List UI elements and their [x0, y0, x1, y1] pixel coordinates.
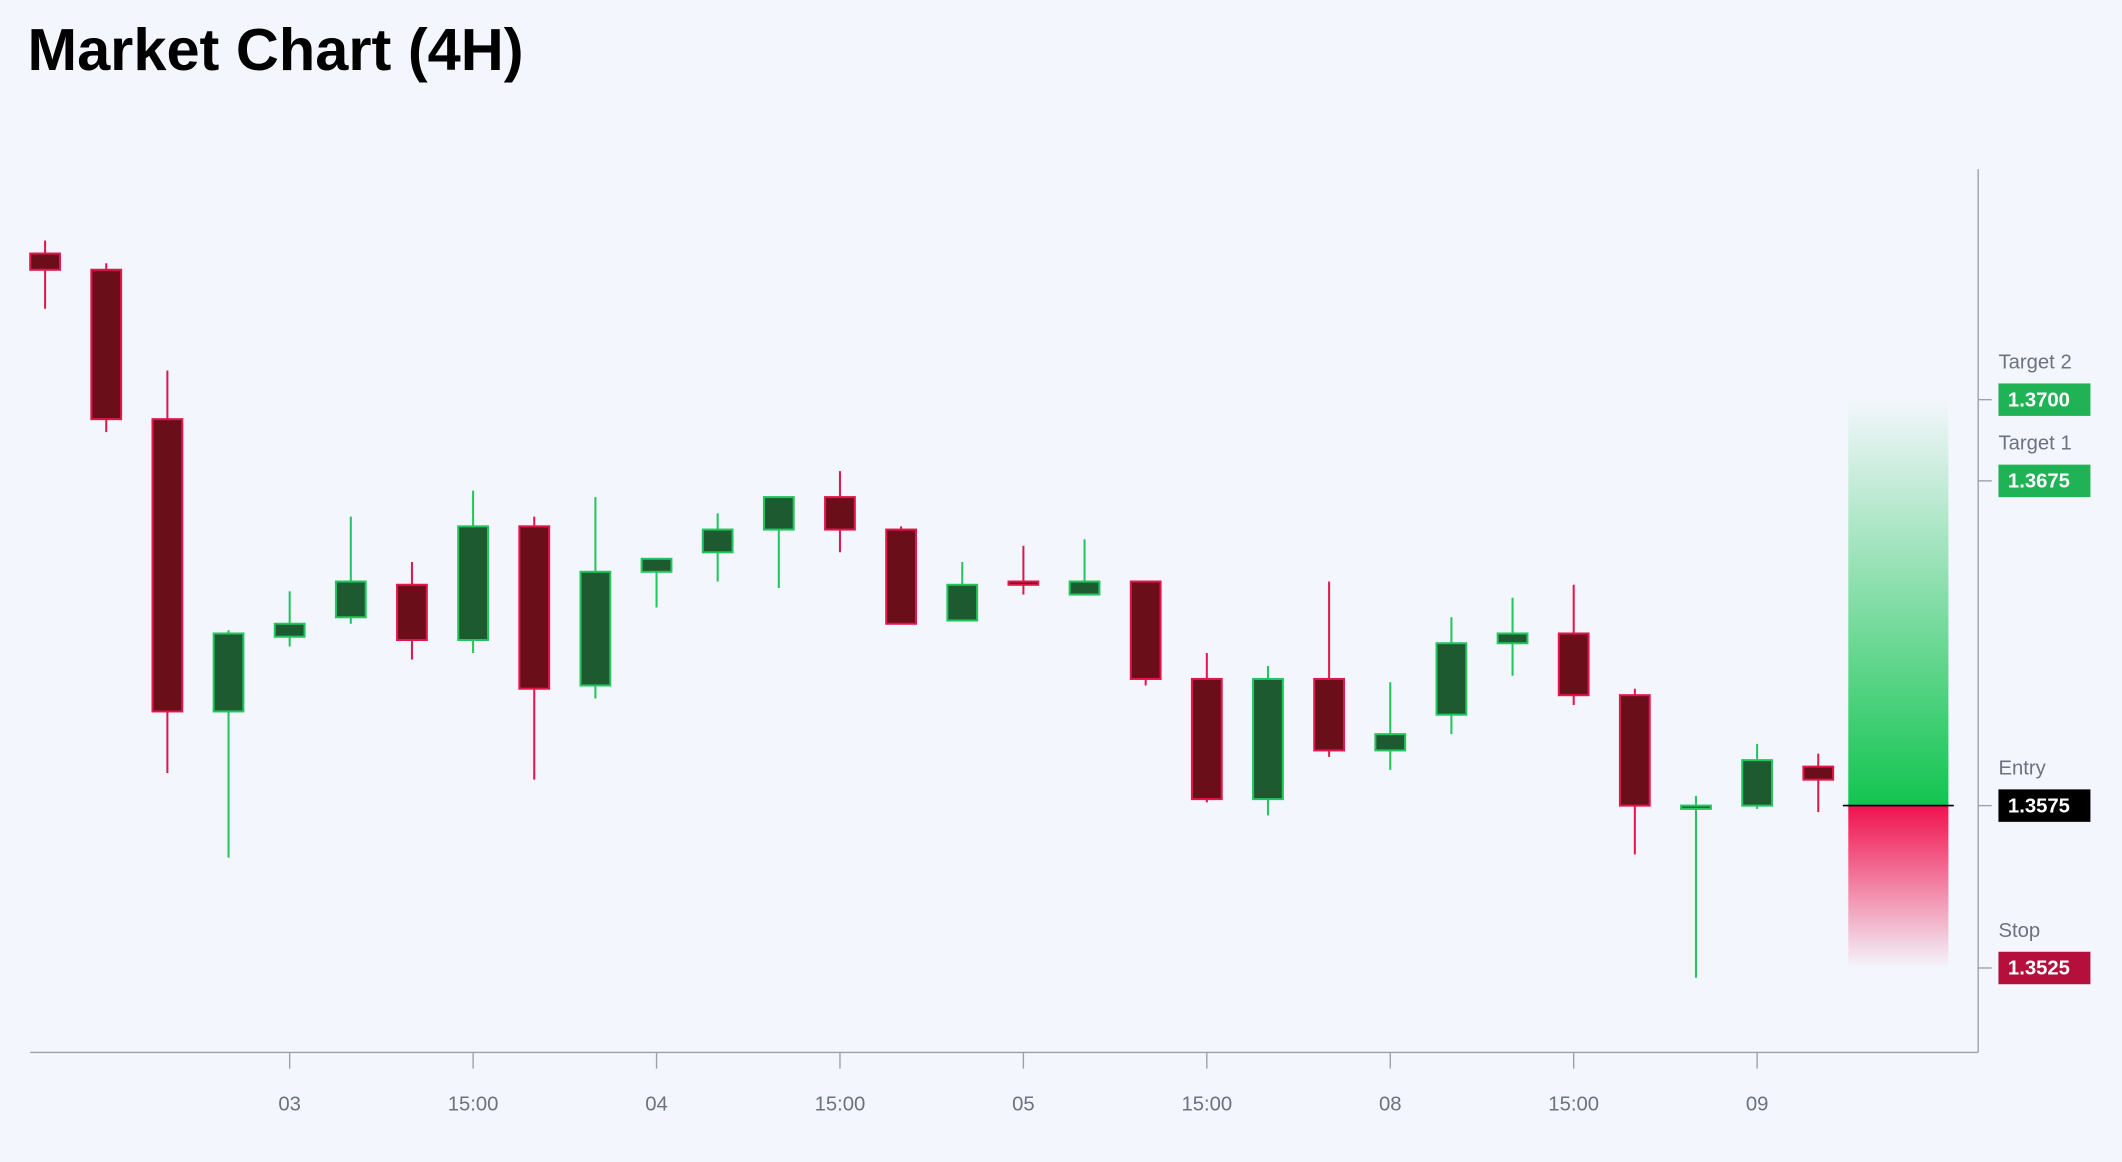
level-badge [1998, 383, 2091, 416]
x-tick-label: 15:00 [448, 1094, 499, 1116]
candle-body [1496, 632, 1529, 645]
level-name: Stop [1998, 920, 2040, 942]
loss-zone [1848, 805, 1949, 968]
candle-body [1374, 733, 1407, 752]
level-badge [1998, 464, 2091, 498]
x-tick-label: 03 [278, 1094, 301, 1116]
candle-body [1680, 804, 1712, 810]
candle-body [701, 528, 734, 554]
candle-body [1802, 765, 1835, 781]
x-tick-label: 05 [1012, 1094, 1035, 1116]
candle-body [334, 580, 367, 619]
candle-body [1557, 632, 1590, 697]
level-badge [1998, 951, 2091, 985]
candle-body [396, 583, 428, 642]
level-value: 1.3700 [2008, 389, 2070, 411]
level-name: Entry [1998, 757, 2046, 779]
candle-body [824, 496, 856, 531]
candle-body [1435, 642, 1468, 716]
candle-body [1190, 677, 1223, 801]
candle-body [1068, 580, 1101, 596]
candle-body [1313, 677, 1346, 752]
candle-body [1252, 677, 1284, 801]
candle-body [457, 525, 489, 642]
candle-body [90, 268, 123, 421]
x-tick-label: 15:00 [815, 1094, 866, 1116]
candle-body [579, 570, 612, 687]
candle-body [762, 496, 795, 531]
level-value: 1.3525 [2008, 958, 2070, 980]
profit-zone [1848, 399, 1949, 806]
x-tick-label: 15:00 [1181, 1094, 1232, 1116]
candle-body [273, 622, 306, 638]
candle-body [1741, 759, 1774, 807]
candle-body [29, 252, 61, 271]
candle-body [885, 528, 918, 625]
level-value: 1.3675 [2008, 471, 2070, 493]
level-name: Target 2 [1998, 352, 2071, 374]
candle-body [946, 583, 979, 622]
level-badge [1998, 789, 2091, 822]
candle-body [1129, 580, 1162, 680]
level-name: Target 1 [1998, 433, 2071, 455]
candle-body [1007, 580, 1040, 586]
x-tick-label: 08 [1379, 1094, 1402, 1116]
x-tick-label: 09 [1746, 1094, 1769, 1116]
x-tick-label: 15:00 [1548, 1094, 1599, 1116]
x-tick-label: 04 [645, 1094, 668, 1116]
candle-body [640, 557, 673, 573]
level-value: 1.3575 [2008, 795, 2070, 817]
candle-body [518, 525, 551, 690]
candle-body [1618, 694, 1651, 807]
candle-body [212, 632, 245, 713]
chart-title: Market Chart (4H) [28, 16, 524, 83]
candle-body [151, 418, 184, 713]
